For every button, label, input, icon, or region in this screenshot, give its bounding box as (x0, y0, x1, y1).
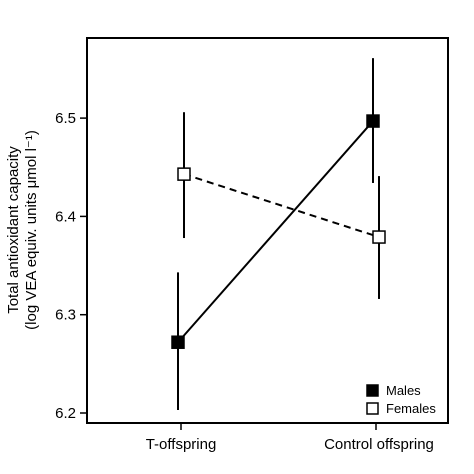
series-line-males (177, 120, 374, 343)
data-point-females-1 (372, 230, 386, 244)
plot-frame (86, 37, 449, 424)
data-point-males-0 (171, 335, 185, 349)
x-tick-label-1: Control offspring (324, 436, 434, 453)
x-tick-label-0: T-offspring (146, 436, 217, 453)
legend-marker-males (366, 384, 379, 397)
y-axis: 6.2 6.3 6.4 6.5 (55, 110, 87, 422)
y-tick-label-0: 6.2 (55, 405, 76, 422)
data-point-males-1 (366, 114, 380, 128)
legend-marker-females (366, 402, 379, 415)
data-point-females-0 (177, 167, 191, 181)
legend: Males Females (366, 383, 436, 416)
y-axis-title-line2: (log VEA equiv. units μmol l⁻¹) (23, 130, 40, 330)
legend-label-females: Females (386, 401, 436, 416)
series-layer (171, 58, 386, 411)
x-axis: T-offspring Control offspring (146, 423, 434, 453)
legend-label-males: Males (386, 383, 421, 398)
y-tick-label-2: 6.4 (55, 208, 76, 225)
y-tick-label-1: 6.3 (55, 307, 76, 324)
series-line-females (183, 173, 380, 238)
y-tick-label-3: 6.5 (55, 110, 76, 127)
y-axis-title-line1: Total antioxidant capacity (5, 146, 22, 314)
